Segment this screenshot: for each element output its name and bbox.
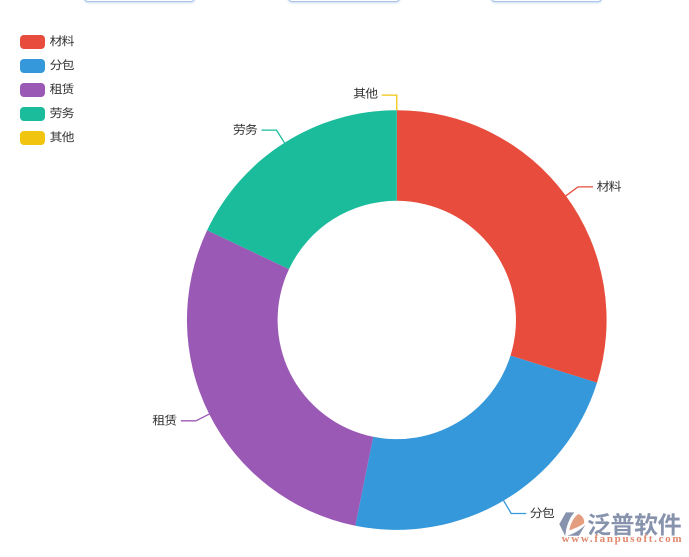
svg-text:www.fanpusoft.com: www.fanpusoft.com [562,533,684,545]
